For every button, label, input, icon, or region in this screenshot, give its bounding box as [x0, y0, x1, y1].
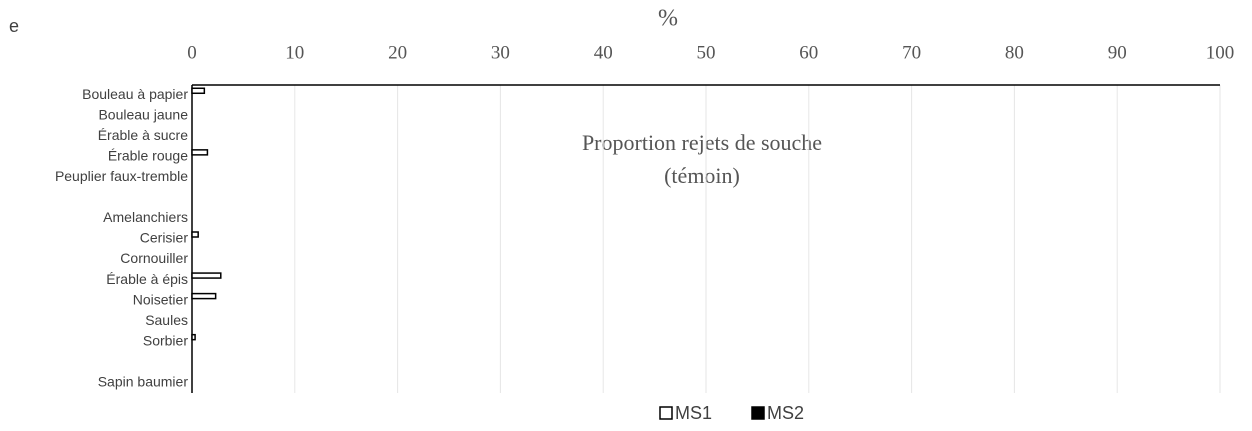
bar	[191, 292, 217, 300]
x-tick-label: 40	[594, 42, 613, 63]
x-tick-label: 90	[1108, 42, 1127, 63]
y-tick-label: Saules	[145, 312, 188, 328]
y-tick-label: Érable rouge	[108, 148, 188, 164]
bar	[191, 333, 196, 341]
x-tick-label: 50	[697, 42, 716, 63]
y-tick-label: Sorbier	[143, 332, 188, 348]
legend-label: MS2	[767, 403, 804, 423]
y-tick-label: Amelanchiers	[103, 209, 188, 225]
bar	[191, 231, 199, 238]
x-tick-label: 60	[799, 42, 818, 63]
x-tick-label: 80	[1005, 42, 1024, 63]
y-tick-label: Sapin baumier	[98, 373, 189, 389]
y-tick-label: Cerisier	[140, 230, 189, 246]
y-tick-label: Érable à épis	[106, 271, 188, 287]
x-tick-label: 20	[388, 42, 407, 63]
annotation: (témoin)	[664, 163, 740, 188]
legend-label: MS1	[675, 403, 712, 423]
y-tick-label: Noisetier	[133, 291, 189, 307]
x-axis-title: %	[658, 6, 678, 32]
bar	[191, 272, 222, 279]
legend-swatch	[751, 406, 765, 420]
legend-swatch	[659, 406, 673, 420]
x-tick-label: 100	[1206, 42, 1235, 63]
bar	[191, 87, 206, 95]
y-tick-label: Cornouiller	[120, 250, 188, 266]
y-tick-label: Bouleau à papier	[82, 86, 188, 102]
y-tick-label: Érable à sucre	[98, 127, 188, 143]
x-tick-label: 70	[902, 42, 921, 63]
x-tick-label: 30	[491, 42, 510, 63]
bar	[191, 149, 209, 156]
x-tick-label: 10	[285, 42, 304, 63]
panel-label: e	[9, 16, 19, 36]
y-tick-label: Bouleau jaune	[98, 107, 188, 123]
x-tick-label: 0	[187, 42, 197, 63]
annotation: Proportion rejets de souche	[582, 130, 822, 155]
y-tick-label: Peuplier faux-tremble	[55, 168, 188, 184]
